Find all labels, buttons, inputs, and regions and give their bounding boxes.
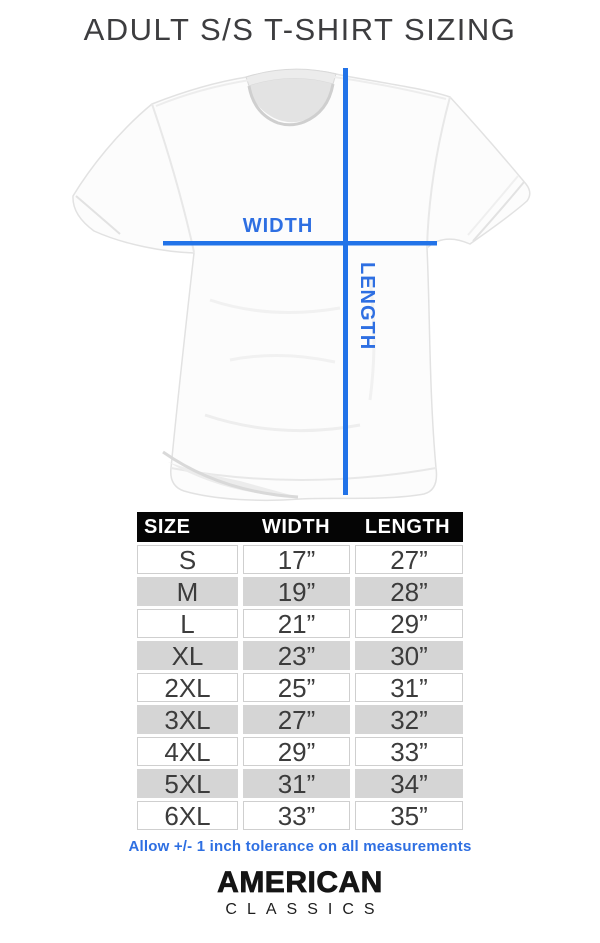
- length-cell: 28”: [355, 577, 463, 606]
- collar: [245, 68, 337, 127]
- tshirt-photo: [72, 68, 531, 502]
- table-row: 4XL 29” 33”: [137, 737, 463, 766]
- brand-logo: AMERICAN CLASSICS: [0, 866, 600, 919]
- brand-name: AMERICAN: [217, 866, 383, 900]
- page-title: ADULT S/S T-SHIRT SIZING: [83, 12, 517, 47]
- size-table-body: S 17” 27” M 19” 28” L 21” 29” XL 23” 30”…: [137, 545, 463, 830]
- length-cell: 33”: [355, 737, 463, 766]
- brand-subname: CLASSICS: [225, 901, 385, 918]
- size-cell: S: [137, 545, 238, 574]
- width-measurement-label: WIDTH: [242, 215, 314, 237]
- column-header-width: WIDTH: [261, 515, 331, 538]
- length-cell: 31”: [355, 673, 463, 702]
- table-row: XL 23” 30”: [137, 641, 463, 670]
- width-cell: 19”: [243, 577, 350, 606]
- size-table-header: SIZE WIDTH LENGTH: [137, 512, 463, 542]
- length-measure-line: [343, 68, 348, 495]
- size-cell: 3XL: [137, 705, 238, 734]
- tolerance-note: Allow +/- 1 inch tolerance on all measur…: [128, 838, 472, 855]
- fabric-detail: [75, 76, 525, 481]
- table-row: S 17” 27”: [137, 545, 463, 574]
- width-cell: 33”: [243, 801, 350, 830]
- table-row: 3XL 27” 32”: [137, 705, 463, 734]
- width-cell: 21”: [243, 609, 350, 638]
- length-cell: 34”: [355, 769, 463, 798]
- size-cell: M: [137, 577, 238, 606]
- length-cell: 32”: [355, 705, 463, 734]
- width-cell: 31”: [243, 769, 350, 798]
- length-cell: 29”: [355, 609, 463, 638]
- length-cell: 27”: [355, 545, 463, 574]
- length-cell: 30”: [355, 641, 463, 670]
- column-header-length: LENGTH: [364, 515, 451, 538]
- width-measure-line: [163, 241, 437, 246]
- width-cell: 29”: [243, 737, 350, 766]
- table-row: 6XL 33” 35”: [137, 801, 463, 830]
- hem-fold: [162, 450, 299, 499]
- width-cell: 23”: [243, 641, 350, 670]
- width-cell: 27”: [243, 705, 350, 734]
- size-cell: 4XL: [137, 737, 238, 766]
- table-row: M 19” 28”: [137, 577, 463, 606]
- table-row: 2XL 25” 31”: [137, 673, 463, 702]
- table-row: L 21” 29”: [137, 609, 463, 638]
- length-cell: 35”: [355, 801, 463, 830]
- size-cell: 6XL: [137, 801, 238, 830]
- width-cell: 17”: [243, 545, 350, 574]
- length-measurement-label: LENGTH: [356, 262, 378, 351]
- tshirt-figure: WIDTH LENGTH: [72, 68, 531, 502]
- size-cell: L: [137, 609, 238, 638]
- tshirt-outline: [72, 68, 531, 502]
- size-table: SIZE WIDTH LENGTH S 17” 27” M 19” 28” L …: [137, 512, 463, 830]
- width-cell: 25”: [243, 673, 350, 702]
- size-cell: XL: [137, 641, 238, 670]
- size-cell: 5XL: [137, 769, 238, 798]
- table-row: 5XL 31” 34”: [137, 769, 463, 798]
- column-header-size: SIZE: [144, 515, 191, 538]
- size-cell: 2XL: [137, 673, 238, 702]
